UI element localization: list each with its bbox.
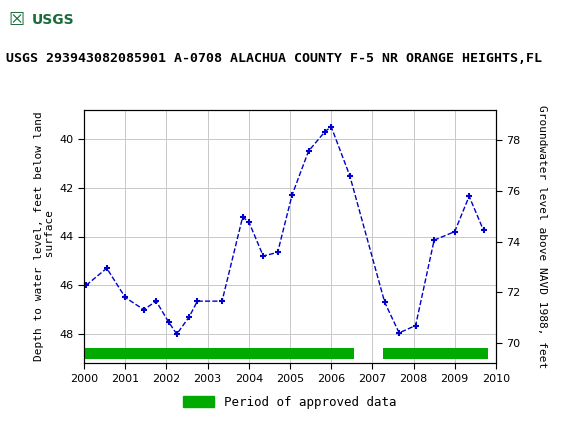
Text: USGS: USGS: [32, 13, 74, 28]
Y-axis label: Groundwater level above NAVD 1988, feet: Groundwater level above NAVD 1988, feet: [537, 105, 548, 368]
Bar: [383, 347, 488, 359]
Y-axis label: Depth to water level, feet below land
 surface: Depth to water level, feet below land su…: [34, 112, 55, 361]
Bar: [84, 347, 354, 359]
Legend: Period of approved data: Period of approved data: [178, 390, 402, 414]
Bar: [3, 3, 84, 37]
Text: USGS 293943082085901 A-0708 ALACHUA COUNTY F-5 NR ORANGE HEIGHTS,FL: USGS 293943082085901 A-0708 ALACHUA COUN…: [6, 52, 542, 65]
Text: ☒: ☒: [9, 12, 25, 29]
